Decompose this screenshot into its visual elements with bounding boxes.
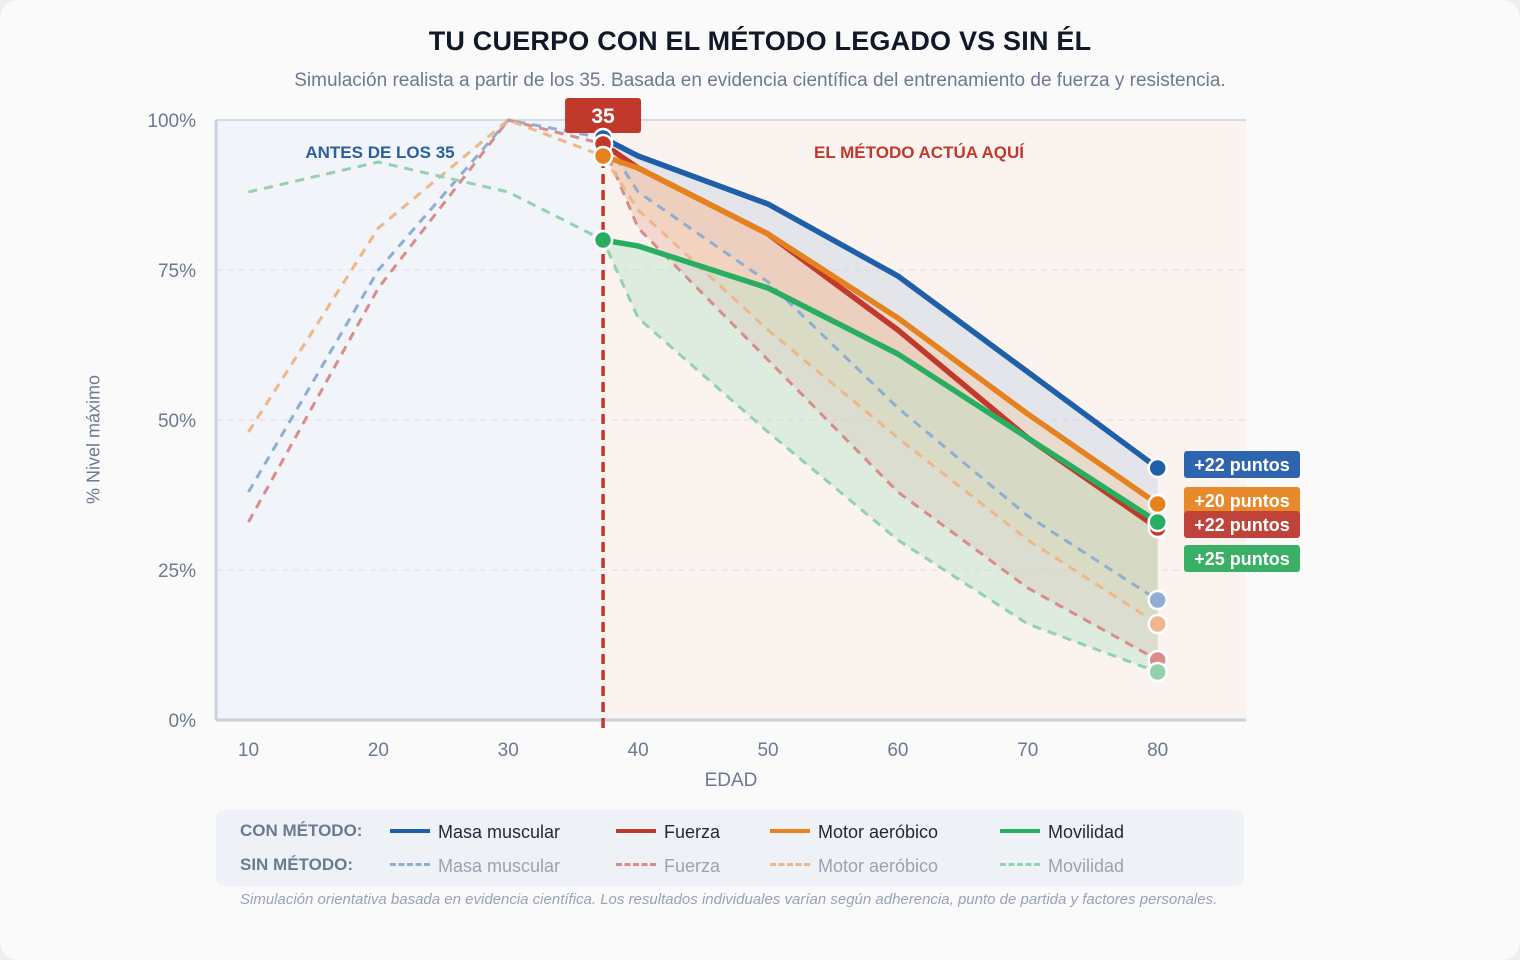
legend-label-fuerza-con: Fuerza	[664, 822, 721, 842]
legend-swatch-motor-sin	[770, 863, 810, 866]
x-tick-label: 80	[1147, 740, 1168, 761]
x-tick-label: 50	[757, 740, 778, 761]
age-marker-badge	[565, 98, 642, 133]
line-sin-masa-muscular	[247, 118, 1159, 602]
line-sin-movilidad	[248, 160, 1159, 674]
y-axis-label: % Nivel máximo	[83, 374, 104, 505]
legend-swatch-masa-con	[390, 829, 430, 833]
gain-badges: +22 puntos +20 puntos +22 puntos +25 puntos	[1184, 451, 1300, 572]
chart-subtitle: Simulación realista a partir de los 35. …	[294, 70, 1226, 91]
x-axis-label: EDAD	[705, 770, 758, 791]
gain-badge	[1184, 545, 1300, 572]
gain-badge	[1184, 511, 1300, 538]
x-tick-label: 60	[887, 740, 908, 761]
x-tick-label: 70	[1017, 740, 1038, 761]
x-tick-label: 20	[368, 740, 389, 761]
region-before-label: ANTES DE LOS 35	[305, 143, 454, 162]
legend-label-movilidad-con: Movilidad	[1048, 822, 1125, 842]
legend-swatch-motor-con	[770, 829, 810, 833]
legend-swatch-movilidad-sin	[1000, 863, 1040, 866]
legend-label-motor-sin: Motor aeróbico	[818, 856, 939, 876]
chart-labels: ANTES DE LOS 35 EL MÉTODO ACTÚA AQUÍ	[305, 143, 1025, 162]
age-marker-label: 35	[591, 105, 615, 128]
legend-swatch-fuerza-sin	[616, 863, 656, 866]
legend-with-heading: CON MÉTODO:	[240, 821, 363, 840]
end-dot-con-movilidad	[1147, 511, 1168, 533]
gain-badge-label: +22 puntos	[1194, 455, 1290, 475]
gain-badge	[1184, 451, 1300, 478]
gain-area-masa-muscular	[603, 138, 1158, 600]
legend-label-masa-con: Masa muscular	[438, 822, 561, 842]
gain-badge	[1184, 487, 1300, 514]
x-tick-label: 30	[498, 740, 519, 761]
line-con-movilidad	[600, 237, 1161, 525]
series-with-method	[600, 135, 1161, 531]
y-tick-label: 75%	[158, 261, 196, 282]
y-tick-label: 50%	[158, 411, 196, 432]
legend-swatch-movilidad-con	[1000, 829, 1040, 833]
end-dot-sin-motor-aerobico	[1147, 613, 1168, 635]
gain-area-movilidad	[603, 240, 1158, 672]
series-without-method	[247, 118, 1159, 674]
gain-area-fuerza	[603, 144, 1158, 660]
line-sin-fuerza	[247, 118, 1159, 662]
axes: 0% 25% 50% 75% 100% 10 20 30 40 50 60 70 80 EDAD	[147, 111, 1246, 791]
legend-label-motor-con: Motor aeróbico	[818, 822, 939, 842]
gain-badge-label: +22 puntos	[1194, 515, 1290, 535]
x-tick-label: 10	[238, 740, 259, 761]
legend-without-heading: SIN MÉTODO:	[240, 855, 354, 874]
legend-label-movilidad-sin: Movilidad	[1048, 856, 1125, 876]
y-tick-label: 0%	[169, 711, 197, 732]
legend-swatch-masa-sin	[390, 863, 430, 866]
x-tick-label: 40	[628, 740, 649, 761]
end-dot-con-masa-muscular	[1147, 457, 1168, 479]
legend: CON MÉTODO: SIN MÉTODO: Masa muscular Fu…	[216, 810, 1244, 886]
gain-badge-label: +25 puntos	[1194, 549, 1290, 569]
end-dot-con-motor-aerobico	[1147, 493, 1168, 515]
end-dot-sin-masa-muscular	[1147, 589, 1168, 611]
end-points	[592, 127, 1168, 683]
age-marker: 35	[565, 98, 642, 728]
y-tick-label: 25%	[158, 561, 196, 582]
start-dot-motor-aerobico	[592, 145, 614, 167]
region-after-label: EL MÉTODO ACTÚA AQUÍ	[814, 143, 1025, 162]
chart-title: TU CUERPO CON EL MÉTODO LEGADO VS SIN ÉL	[428, 26, 1092, 56]
line-sin-motor-aerobico	[247, 118, 1159, 626]
legend-swatch-fuerza-con	[616, 829, 656, 833]
start-dot-movilidad	[592, 229, 614, 251]
legend-label-masa-sin: Masa muscular	[438, 856, 561, 876]
end-dot-sin-movilidad	[1147, 661, 1168, 683]
legend-label-fuerza-sin: Fuerza	[664, 856, 721, 876]
footnote: Simulación orientativa basada en evidenc…	[240, 891, 1218, 908]
line-con-motor-aerobico	[600, 153, 1161, 507]
line-con-masa-muscular	[600, 135, 1161, 471]
y-tick-label: 100%	[147, 111, 196, 132]
gain-badge-label: +20 puntos	[1194, 491, 1290, 511]
